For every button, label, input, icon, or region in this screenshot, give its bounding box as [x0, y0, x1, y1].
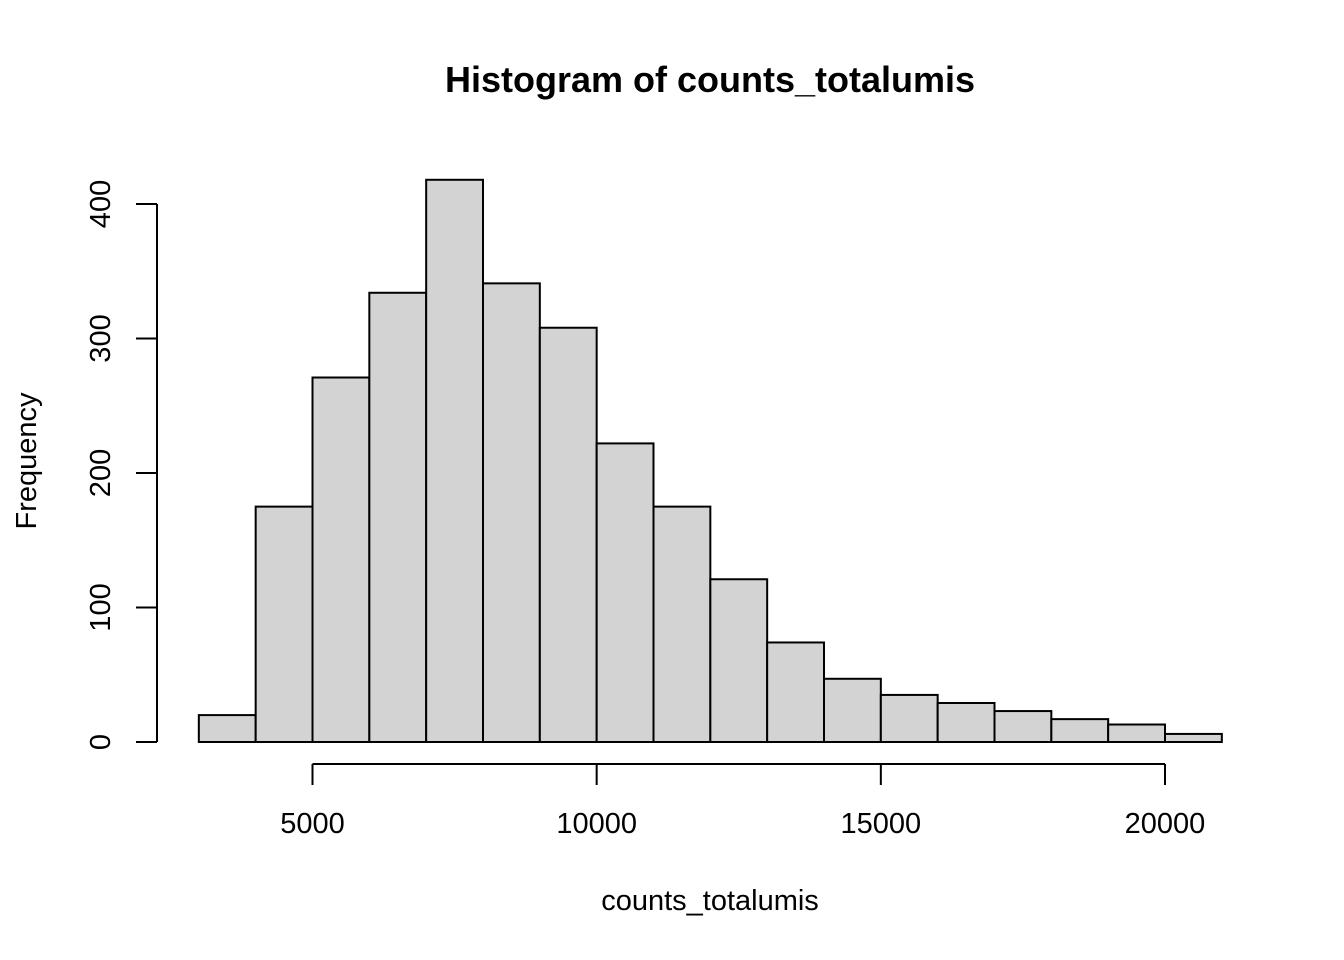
histogram-bar — [823, 677, 882, 743]
histogram-bar — [709, 578, 769, 743]
histogram-bar — [311, 376, 371, 743]
histogram-bar — [879, 693, 939, 743]
bars-group — [197, 178, 1223, 744]
histogram-bar — [1164, 732, 1223, 743]
x-axis-label: counts_totalumis — [601, 885, 819, 917]
y-axis: 0 100 200 300 400 — [85, 180, 158, 750]
histogram-bar — [197, 714, 257, 743]
x-tick-label: 10000 — [556, 808, 637, 840]
histogram-bar — [368, 291, 428, 743]
histogram-bar — [1107, 723, 1166, 744]
y-tick-label: 100 — [85, 583, 117, 631]
histogram-bar — [936, 701, 996, 743]
y-tick-label: 300 — [85, 314, 117, 362]
chart-title: Histogram of counts_totalumis — [445, 59, 975, 100]
y-tick-label: 0 — [85, 734, 117, 750]
histogram-bar — [254, 505, 314, 743]
histogram-bar — [595, 442, 655, 743]
x-tick-label: 5000 — [280, 808, 345, 840]
y-tick-label: 200 — [85, 449, 117, 497]
y-axis-label: Frequency — [11, 392, 43, 530]
histogram-bar — [652, 505, 712, 743]
histogram-bar — [1050, 718, 1110, 744]
histogram-bar — [993, 710, 1053, 744]
x-tick-label: 15000 — [841, 808, 922, 840]
y-tick-label: 400 — [85, 180, 117, 228]
histogram-bar — [482, 282, 541, 743]
histogram-bar — [766, 641, 826, 743]
histogram-bar — [538, 326, 598, 743]
x-tick-label: 20000 — [1125, 808, 1206, 840]
x-axis: 5000 10000 15000 20000 — [280, 763, 1206, 840]
histogram-bar — [425, 178, 484, 744]
